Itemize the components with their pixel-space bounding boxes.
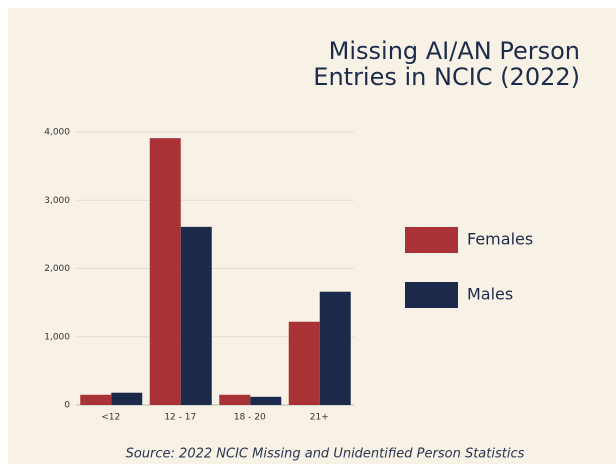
source-note: Source: 2022 NCIC Missing and Unidentifi… [126, 447, 525, 462]
y-tick-label: 3,000 [44, 196, 70, 206]
legend-swatch [405, 282, 458, 308]
chart-title: Missing AI/AN Person [329, 37, 580, 65]
y-tick-label: 0 [64, 401, 70, 411]
bar [319, 291, 351, 405]
legend-label: Males [467, 285, 513, 304]
bar [80, 394, 112, 405]
legend-swatch [405, 227, 458, 253]
bar [111, 392, 143, 405]
legend-label: Females [467, 230, 533, 249]
x-tick-label: <12 [101, 413, 120, 423]
bar [219, 394, 251, 405]
y-tick-label: 1,000 [44, 332, 70, 342]
bar [149, 138, 181, 405]
bar [180, 226, 212, 405]
y-tick-label: 4,000 [44, 128, 70, 138]
chart-title: Entries in NCIC (2022) [313, 63, 580, 91]
bar [288, 321, 320, 405]
x-tick-label: 12 - 17 [164, 413, 196, 423]
x-tick-label: 18 - 20 [234, 413, 266, 423]
x-tick-label: 21+ [310, 413, 329, 423]
bar [250, 396, 282, 405]
y-tick-label: 2,000 [44, 264, 70, 274]
